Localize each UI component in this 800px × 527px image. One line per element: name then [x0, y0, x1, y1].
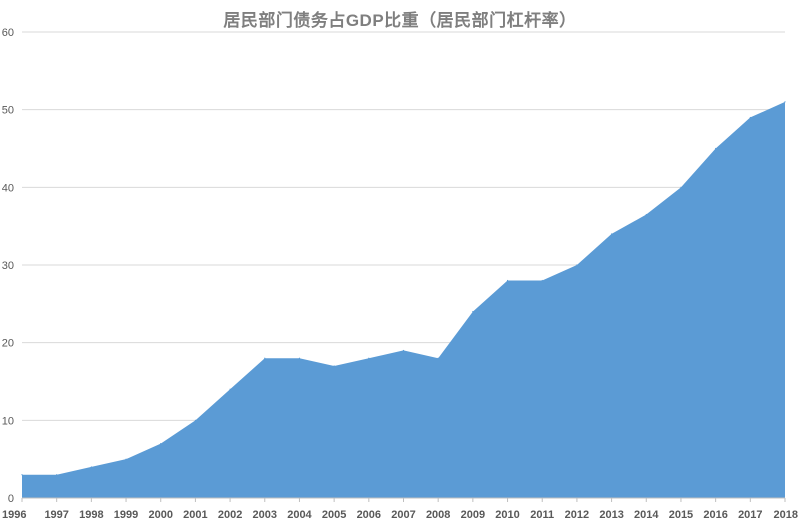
x-tick-label-1996: 1996 — [2, 509, 26, 521]
data-point-2016 — [715, 147, 717, 150]
x-tick-label-2005: 2005 — [322, 509, 346, 521]
x-tick-label-2003: 2003 — [253, 509, 277, 521]
data-point-1996 — [21, 474, 23, 476]
y-axis-tick-labels: 0 10 20 30 40 50 60 — [2, 27, 14, 505]
x-tick-label-1998: 1998 — [79, 509, 103, 521]
x-tick-label-2013: 2013 — [599, 509, 623, 521]
x-tick-label-2006: 2006 — [357, 509, 381, 521]
x-tick-label-1997: 1997 — [44, 509, 68, 521]
x-tick-label-2002: 2002 — [218, 509, 242, 521]
x-tick-label-2015: 2015 — [669, 509, 693, 521]
x-tick-label-2000: 2000 — [148, 509, 172, 521]
x-tick-label-2018: 2018 — [774, 509, 798, 521]
data-point-2014 — [645, 213, 647, 216]
data-point-2004 — [298, 357, 301, 359]
data-point-2011 — [541, 279, 543, 282]
data-point-1997 — [56, 474, 58, 476]
data-point-2013 — [610, 233, 613, 235]
axes — [21, 497, 786, 502]
data-point-2006 — [368, 357, 370, 359]
x-tick-label-2017: 2017 — [738, 509, 762, 521]
x-tick-label-2010: 2010 — [495, 509, 519, 521]
y-tick-label-10: 10 — [2, 415, 14, 427]
y-tick-label-20: 20 — [2, 338, 14, 350]
y-tick-label-60: 60 — [2, 27, 14, 39]
x-tick-label-2009: 2009 — [461, 509, 485, 521]
area-fill — [22, 101, 785, 499]
y-tick-label-30: 30 — [2, 260, 14, 272]
x-tick-label-2004: 2004 — [287, 509, 312, 521]
data-point-2007 — [402, 349, 405, 352]
x-axis-tick-labels: 1996 1997 1998 1999 2000 2001 2002 2003 2004 2005… — [2, 509, 798, 521]
data-point-2002 — [229, 388, 231, 390]
data-point-2009 — [472, 311, 474, 313]
x-tick-label-2016: 2016 — [703, 509, 727, 521]
data-point-2012 — [576, 264, 578, 266]
data-point-2005 — [333, 365, 335, 367]
y-tick-label-50: 50 — [2, 105, 14, 117]
y-tick-label-40: 40 — [2, 182, 14, 194]
x-tick-label-2008: 2008 — [426, 509, 450, 521]
data-point-1999 — [125, 458, 127, 460]
x-tick-label-2014: 2014 — [634, 509, 659, 521]
y-tick-label-0: 0 — [8, 493, 14, 505]
data-point-2017 — [749, 116, 751, 119]
data-point-2000 — [160, 443, 162, 445]
data-point-2001 — [194, 419, 197, 421]
x-tick-label-2011: 2011 — [530, 509, 554, 521]
data-point-2010 — [506, 279, 509, 282]
data-point-2015 — [680, 186, 682, 188]
x-tick-label-1999: 1999 — [114, 509, 138, 521]
data-point-2003 — [264, 357, 266, 359]
x-tick-label-2001: 2001 — [183, 509, 207, 521]
data-point-2008 — [437, 357, 439, 359]
data-point-2018 — [784, 101, 786, 103]
data-point-1998 — [90, 466, 92, 468]
x-tick-label-2012: 2012 — [565, 509, 589, 521]
x-tick-label-2007: 2007 — [391, 509, 415, 521]
chart-title: 居民部门债务占GDP比重（居民部门杠杆率） — [223, 11, 577, 30]
area-series — [21, 101, 786, 499]
